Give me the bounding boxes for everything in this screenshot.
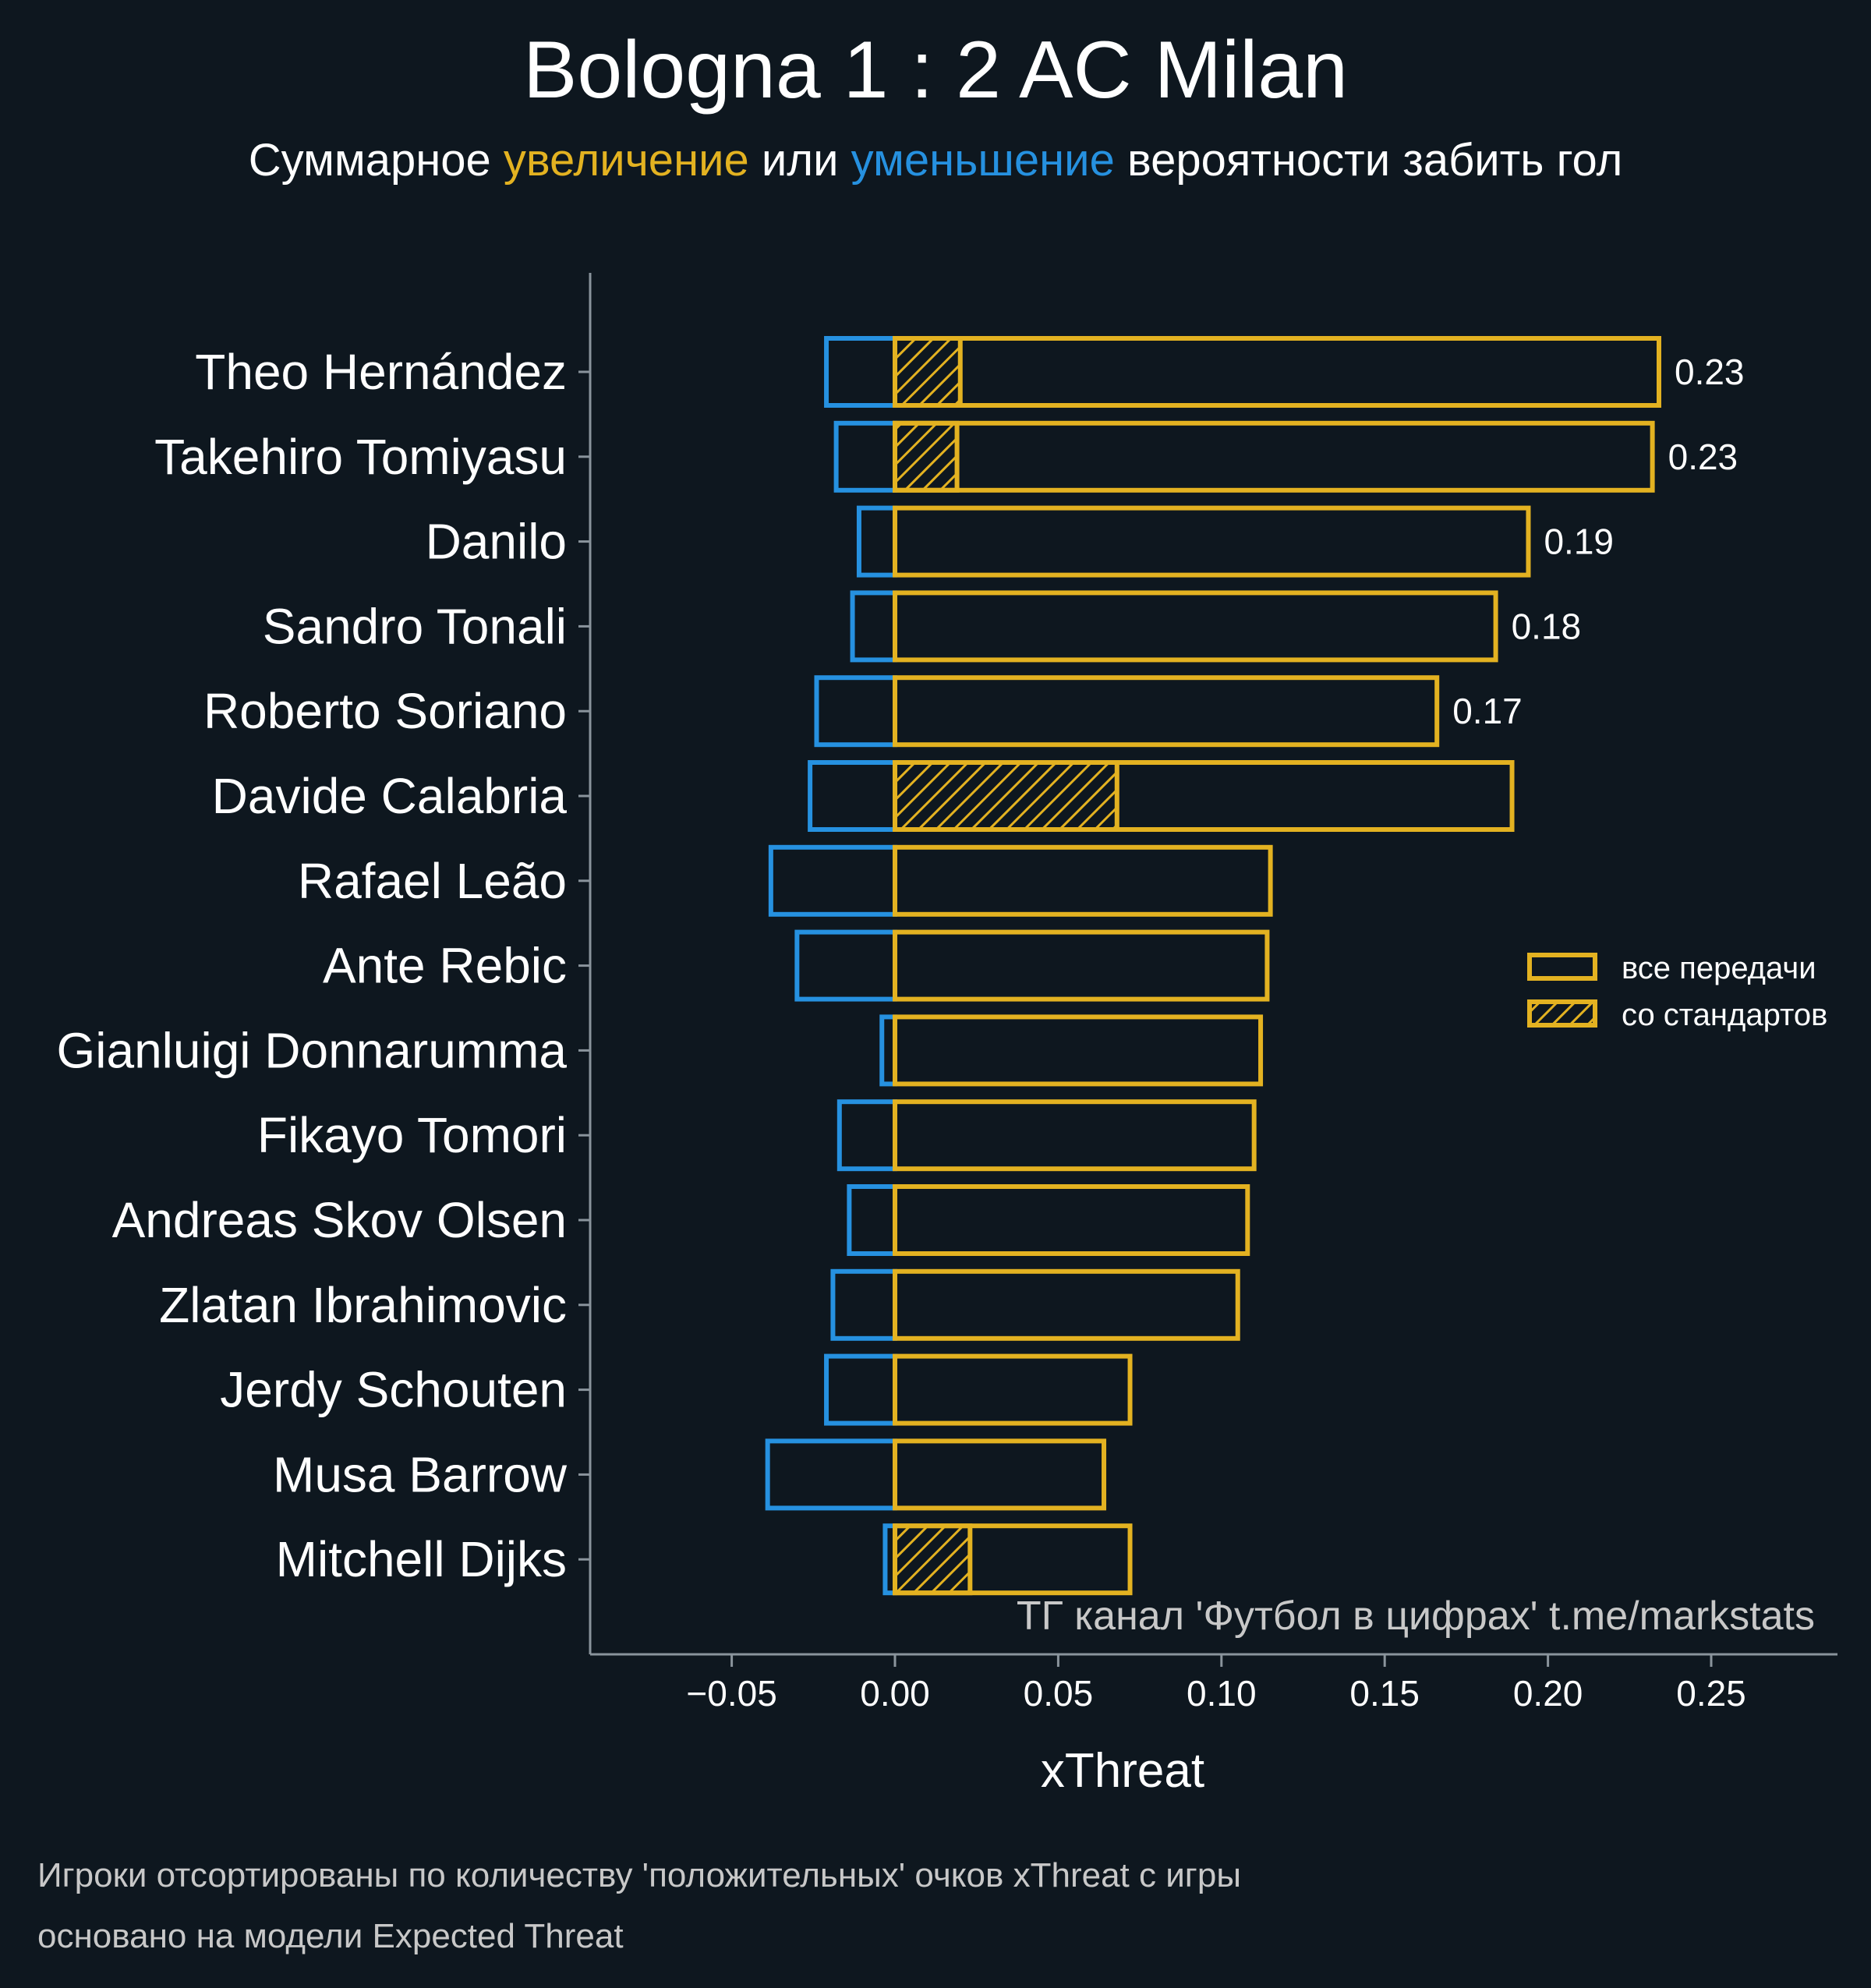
bar-positive bbox=[893, 675, 1440, 748]
x-tick-label: 0.20 bbox=[1513, 1673, 1583, 1714]
legend-swatch-setpieces bbox=[1527, 999, 1597, 1028]
bar-negative bbox=[808, 760, 898, 832]
x-axis-label: xThreat bbox=[1041, 1744, 1204, 1798]
value-labels: 0.23 0.23 0.19 0.18 0.17 bbox=[1452, 352, 1744, 731]
player-name-label: Takehiro Tomiyasu bbox=[154, 429, 567, 485]
player-name-label: Zlatan Ibrahimovic bbox=[159, 1277, 567, 1333]
bar-positive bbox=[893, 1014, 1264, 1087]
value-label: 0.23 bbox=[1668, 437, 1738, 477]
player-name-label: Mitchell Dijks bbox=[276, 1531, 567, 1587]
bar-negative bbox=[765, 1438, 898, 1511]
player-name-label: Fikayo Tomori bbox=[257, 1107, 567, 1163]
x-tick-label: 0.25 bbox=[1676, 1673, 1746, 1714]
player-name-label: Ante Rebic bbox=[323, 938, 567, 994]
player-name-label: Davide Calabria bbox=[212, 768, 568, 824]
bar-positive bbox=[893, 929, 1270, 1002]
bar-setpieces bbox=[893, 760, 1119, 832]
footnote-1: Игроки отсортированы по количеству 'поло… bbox=[37, 1856, 1241, 1894]
footnote-2: основано на модели Expected Threat bbox=[37, 1917, 624, 1955]
bar-positive bbox=[893, 590, 1498, 663]
subtitle-increase: увеличение bbox=[504, 135, 749, 186]
x-ticks: −0.05 0.00 0.05 0.10 0.15 0.20 0.25 bbox=[686, 1654, 1746, 1714]
bar-negative bbox=[833, 420, 897, 493]
bar-positive bbox=[893, 1353, 1133, 1426]
x-tick-label: −0.05 bbox=[686, 1673, 776, 1714]
player-name-label: Andreas Skov Olsen bbox=[112, 1192, 567, 1248]
subtitle-part2: или bbox=[749, 135, 851, 186]
subtitle-decrease: уменьшение bbox=[851, 135, 1115, 186]
subtitle-part3: вероятности забить гол bbox=[1115, 135, 1622, 186]
bar-positive bbox=[893, 336, 1661, 408]
bar-negative bbox=[830, 1268, 897, 1341]
bar-positive bbox=[893, 1523, 1133, 1596]
player-name-label: Rafael Leão bbox=[298, 853, 567, 909]
bar-negative bbox=[824, 1353, 897, 1426]
player-name-label: Jerdy Schouten bbox=[220, 1362, 567, 1418]
bar-positive bbox=[893, 844, 1273, 917]
y-tick-labels: Theo Hernández Takehiro Tomiyasu Danilo San… bbox=[56, 344, 590, 1587]
bar-positive bbox=[893, 1184, 1250, 1256]
bar-negative bbox=[794, 929, 897, 1002]
bar-negative bbox=[824, 336, 897, 408]
x-tick-label: 0.10 bbox=[1187, 1673, 1257, 1714]
legend-label-setpieces: со стандартов bbox=[1622, 998, 1827, 1032]
value-label: 0.17 bbox=[1452, 691, 1523, 731]
bar-negative bbox=[768, 844, 898, 917]
player-name-label: Danilo bbox=[426, 514, 567, 570]
player-name-label: Sandro Tonali bbox=[263, 598, 567, 654]
value-label: 0.18 bbox=[1512, 606, 1582, 646]
bar-negative bbox=[814, 675, 898, 748]
chart-title: Bologna 1 : 2 AC Milan bbox=[523, 25, 1348, 115]
x-tick-label: 0.00 bbox=[860, 1673, 930, 1714]
player-name-label: Theo Hernández bbox=[195, 344, 567, 400]
bar-positive bbox=[893, 505, 1531, 578]
legend-label-all: все передачи bbox=[1622, 951, 1816, 985]
bar-positive bbox=[893, 1438, 1107, 1511]
bar-positive bbox=[893, 1268, 1240, 1341]
subtitle-part1: Суммарное bbox=[249, 135, 504, 186]
x-tick-label: 0.15 bbox=[1349, 1673, 1420, 1714]
bar-negative bbox=[850, 590, 898, 663]
player-name-label: Musa Barrow bbox=[273, 1446, 568, 1502]
player-name-label: Gianluigi Donnarumma bbox=[56, 1022, 567, 1078]
player-name-label: Roberto Soriano bbox=[203, 683, 567, 739]
value-label: 0.19 bbox=[1544, 522, 1614, 562]
bar-setpieces bbox=[893, 336, 963, 408]
value-label: 0.23 bbox=[1675, 352, 1745, 392]
bar-positive bbox=[893, 760, 1515, 832]
bar-negative bbox=[836, 1099, 897, 1172]
bars-group bbox=[765, 336, 1661, 1596]
watermark: ТГ канал 'Футбол в цифрах' t.me/markstat… bbox=[1017, 1594, 1815, 1639]
legend-swatch-all bbox=[1527, 953, 1597, 981]
bar-negative bbox=[847, 1184, 898, 1256]
chart-subtitle: Суммарное увеличение или уменьшение веро… bbox=[249, 135, 1623, 186]
bar-positive bbox=[893, 420, 1655, 493]
bar-setpieces bbox=[893, 420, 960, 493]
bar-positive bbox=[893, 1099, 1257, 1172]
x-tick-label: 0.05 bbox=[1024, 1673, 1094, 1714]
legend: все передачи со стандартов bbox=[1527, 951, 1827, 1032]
bar-negative bbox=[856, 505, 898, 578]
bar-setpieces bbox=[893, 1523, 973, 1596]
